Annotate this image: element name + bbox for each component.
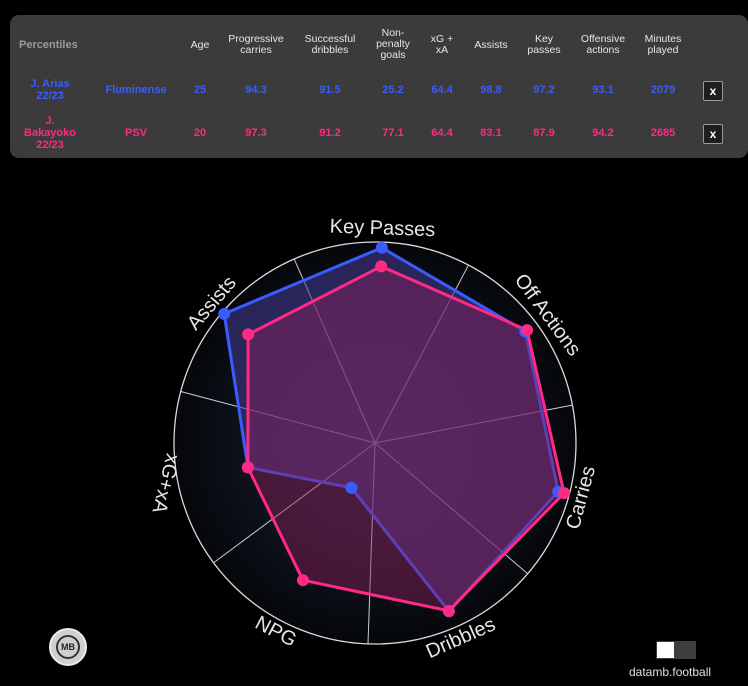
header-offensive-actions: Offensive actions [580, 33, 626, 56]
logo-text: MB [56, 635, 80, 659]
row2-successful-dribbles: 91.2 [319, 127, 341, 139]
radar-point [242, 328, 255, 341]
row1-progressive-carries: 94.3 [245, 84, 267, 96]
row2-age: 20 [193, 127, 207, 139]
toggle-knob [657, 642, 674, 658]
radar-point [345, 481, 358, 494]
row2-key-passes: 87.9 [533, 127, 555, 139]
row2-xg-xa: 64.4 [431, 127, 453, 139]
row2-offensive-actions: 94.2 [592, 127, 614, 139]
row1-player: J. Arias 22/23 [30, 78, 70, 102]
header-non-penalty-goals: Non-penalty goals [376, 27, 410, 61]
radar-point [558, 487, 571, 500]
radar-axis-label: Key Passes [329, 216, 435, 242]
header-xg-xa: xG + xA [430, 33, 454, 56]
mb-logo: MB [49, 628, 87, 666]
radar-series [218, 241, 571, 618]
row1-offensive-actions: 93.1 [592, 84, 614, 96]
header-key-passes: Key passes [527, 33, 561, 56]
row1-minutes-played: 2079 [650, 84, 676, 96]
header-percentiles: Percentiles [19, 39, 78, 51]
row1-remove-button[interactable]: x [703, 81, 723, 101]
header-progressive-carries: Progressive carries [228, 33, 284, 56]
row2-progressive-carries: 97.3 [245, 127, 267, 139]
row1-team: Fluminense [105, 84, 167, 96]
radar-point [375, 241, 388, 254]
radar-point [241, 461, 254, 474]
credit-text: datamb.football [629, 665, 712, 679]
radar-point [218, 307, 231, 320]
radar-point [375, 260, 388, 273]
theme-toggle[interactable] [656, 641, 696, 659]
row1-non-penalty-goals: 25.2 [382, 84, 404, 96]
row2-minutes-played: 2685 [650, 127, 676, 139]
row2-remove-button[interactable]: x [703, 124, 723, 144]
row2-non-penalty-goals: 77.1 [382, 127, 404, 139]
row1-successful-dribbles: 91.5 [319, 84, 341, 96]
row2-team: PSV [124, 127, 148, 139]
comparison-table: Percentiles Age Progressive carries Succe… [10, 15, 748, 158]
radar-series-area [246, 264, 566, 613]
header-age: Age [190, 39, 210, 51]
header-assists: Assists [474, 39, 508, 51]
row1-age: 25 [193, 84, 207, 96]
radar-series-area [222, 246, 560, 613]
row2-assists: 83.1 [480, 127, 502, 139]
header-minutes-played: Minutes played [644, 33, 682, 56]
row1-xg-xa: 64.4 [431, 84, 453, 96]
row2-player: J. Bakayoko 22/23 [24, 115, 76, 151]
radar-point [521, 324, 534, 337]
radar-point [296, 574, 309, 587]
row1-assists: 98.8 [480, 84, 502, 96]
header-successful-dribbles: Successful dribbles [304, 33, 356, 56]
radar-point [442, 604, 455, 617]
row1-key-passes: 97.2 [533, 84, 555, 96]
